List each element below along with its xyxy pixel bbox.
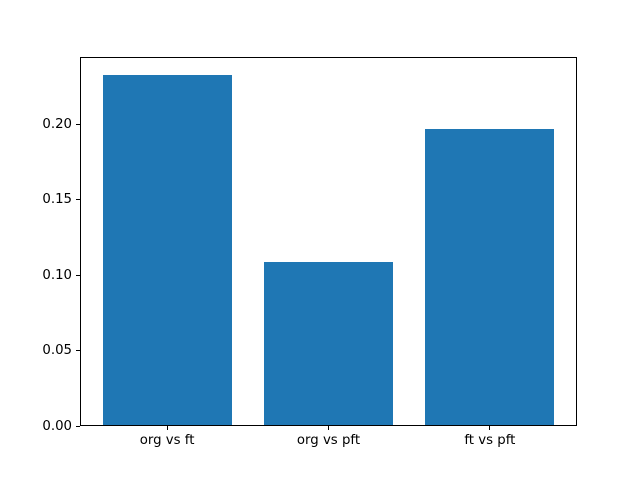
x-tick-label-ft-vs-pft: ft vs pft <box>464 433 516 448</box>
y-tick-mark <box>76 425 80 427</box>
x-tick-label-org-vs-pft: org vs pft <box>296 433 361 448</box>
x-tick-label-org-vs-ft: org vs ft <box>139 433 195 448</box>
y-tick-mark <box>76 350 80 351</box>
y-tick-label: 0.10 <box>42 267 72 283</box>
x-tick-mark <box>166 426 168 430</box>
y-tick-label: 0.05 <box>42 343 72 358</box>
x-tick-mark <box>489 426 491 430</box>
bar-org-vs-ft <box>102 74 232 425</box>
bar-org-vs-pft <box>263 261 394 425</box>
y-tick-label: 0.00 <box>42 418 72 434</box>
y-tick-mark <box>76 199 80 201</box>
y-tick-label: 0.20 <box>42 116 72 132</box>
y-tick-label: 0.15 <box>42 192 72 208</box>
y-tick-mark <box>76 274 80 276</box>
x-tick-mark <box>328 426 329 430</box>
plot-area <box>80 57 577 426</box>
y-tick-mark <box>76 123 80 125</box>
bar-ft-vs-pft <box>425 129 555 425</box>
